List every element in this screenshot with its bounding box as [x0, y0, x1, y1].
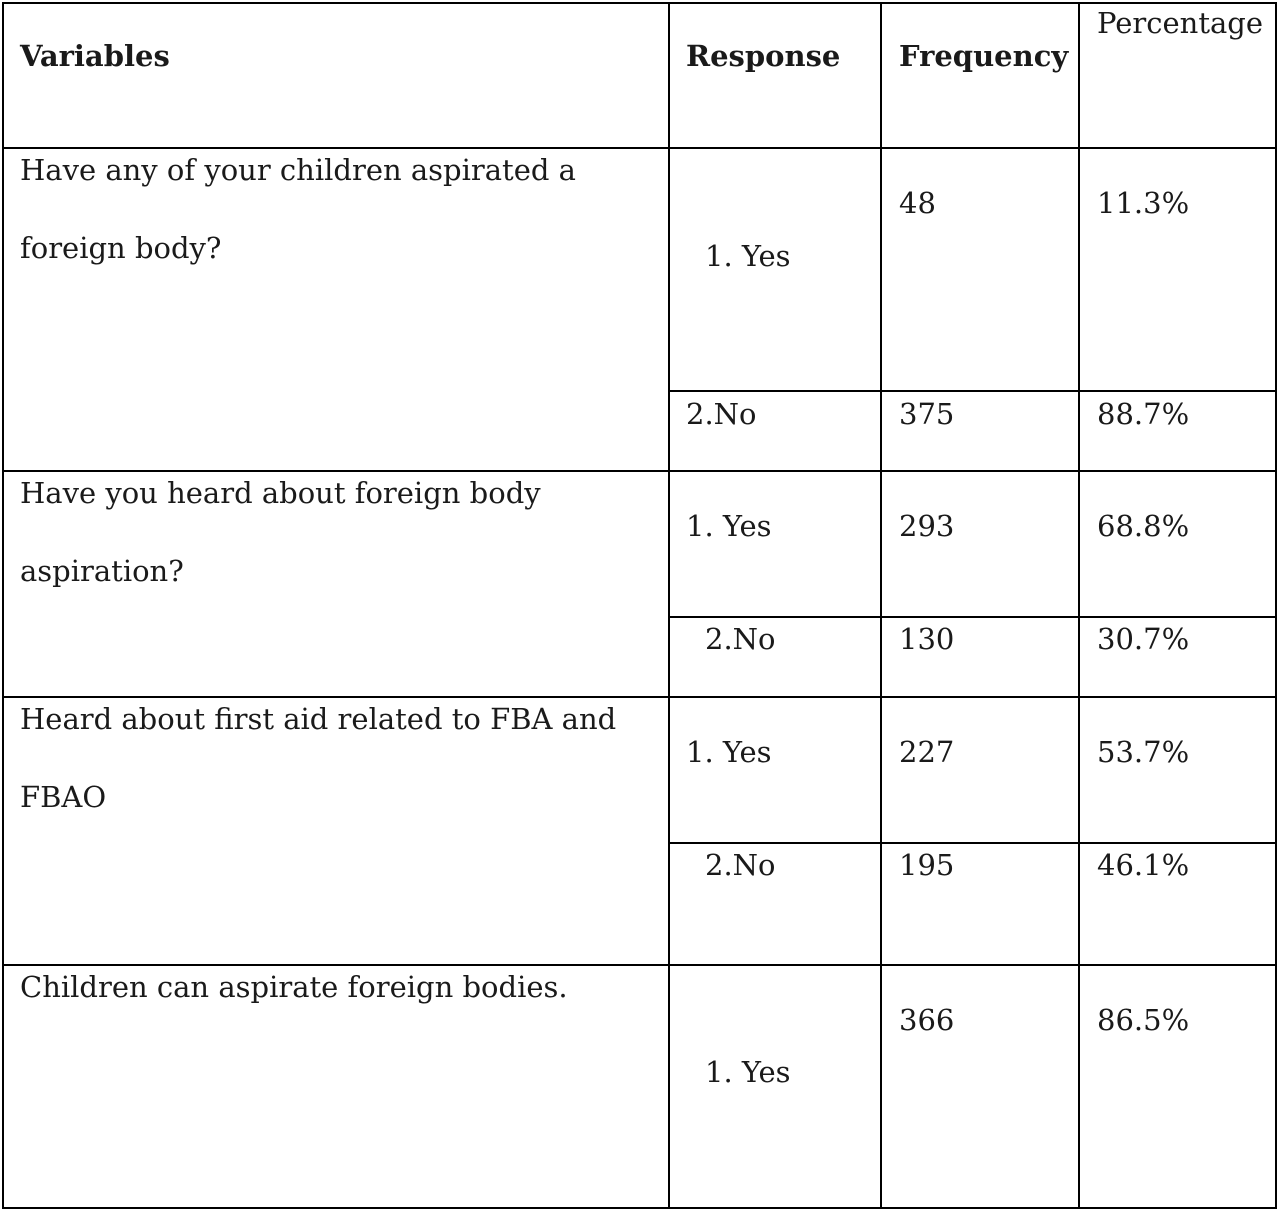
table-border-bottom [2, 1207, 1277, 1209]
header-response: Response [686, 39, 841, 73]
column-divider-response [668, 2, 670, 1209]
group-divider-3 [2, 964, 1277, 966]
table-border-top [2, 2, 1277, 4]
header-divider [2, 147, 1277, 149]
variable-line: FBAO [20, 780, 107, 814]
sub-row-divider-1 [668, 390, 1277, 392]
frequency-value: 366 [899, 1003, 955, 1037]
frequency-value: 48 [899, 186, 936, 220]
response-label: 1. Yes [705, 239, 791, 273]
frequency-value: 130 [899, 622, 955, 656]
sub-row-divider-2 [668, 616, 1277, 618]
variable-line: Heard about first aid related to FBA and [20, 702, 617, 736]
column-divider-frequency [880, 2, 882, 1209]
response-label: 2.No [686, 397, 757, 431]
frequency-value: 375 [899, 397, 955, 431]
percentage-value: 53.7% [1097, 735, 1190, 769]
percentage-value: 88.7% [1097, 397, 1190, 431]
percentage-value: 46.1% [1097, 848, 1190, 882]
table-border-left [2, 2, 4, 1209]
sub-row-divider-3 [668, 842, 1277, 844]
frequency-value: 195 [899, 848, 955, 882]
percentage-value: 11.3% [1097, 186, 1190, 220]
variable-line: Children can aspirate foreign bodies. [20, 970, 568, 1004]
header-variables: Variables [20, 39, 170, 73]
table-border-right [1275, 2, 1277, 1209]
header-frequency: Frequency [899, 39, 1069, 73]
frequency-value: 293 [899, 509, 955, 543]
variable-line: Have you heard about foreign body [20, 476, 541, 510]
response-label: 1. Yes [686, 509, 772, 543]
variable-line: Have any of your children aspirated a [20, 153, 576, 187]
response-label: 2.No [705, 848, 776, 882]
column-divider-percentage [1078, 2, 1080, 1209]
percentage-value: 86.5% [1097, 1003, 1190, 1037]
frequency-value: 227 [899, 735, 955, 769]
variable-line: aspiration? [20, 554, 184, 588]
header-percentage: Percentage [1097, 6, 1263, 40]
percentage-value: 30.7% [1097, 622, 1190, 656]
percentage-value: 68.8% [1097, 509, 1190, 543]
response-label: 1. Yes [705, 1055, 791, 1089]
variable-line: foreign body? [20, 231, 222, 265]
group-divider-1 [2, 470, 1277, 472]
group-divider-2 [2, 696, 1277, 698]
response-label: 2.No [705, 622, 776, 656]
response-label: 1. Yes [686, 735, 772, 769]
